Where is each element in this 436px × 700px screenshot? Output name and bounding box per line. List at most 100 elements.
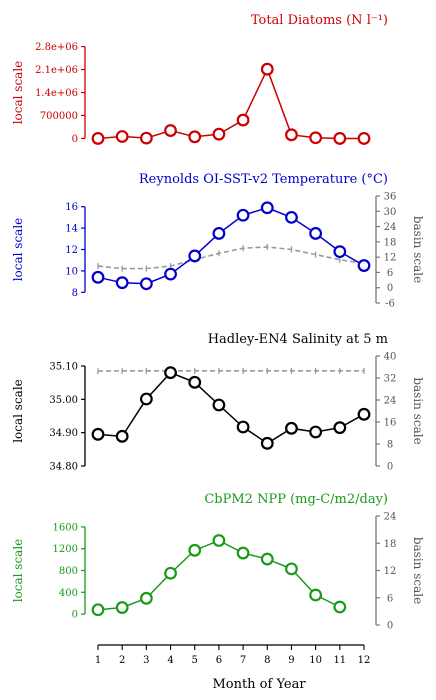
data-point: [115, 601, 129, 614]
data-point: [236, 208, 250, 222]
y-tick-label: 700000: [40, 111, 78, 122]
chart-panel-2: Reynolds OI-SST-v2 Temperature (°C) 8 10 12…: [11, 172, 425, 310]
y-tick-label: 1200: [53, 544, 78, 555]
y-tick-label: 2.1e+06: [35, 65, 78, 76]
y-tick-label-right: 18: [384, 237, 397, 248]
y-tick-label-right: 40: [384, 352, 397, 363]
data-point: [139, 131, 153, 145]
data-point: [212, 398, 226, 412]
data-point: [309, 588, 323, 602]
local-series-line: [97, 539, 341, 611]
y-axis-label-left: local scale: [11, 539, 25, 603]
y-tick-label: 14: [65, 224, 78, 235]
data-point: [212, 534, 226, 547]
y-tick-label: 1600: [53, 522, 78, 533]
y-tick-label: 12: [65, 245, 78, 256]
x-tick-label: 12: [358, 655, 371, 666]
x-tick-label: 7: [240, 655, 246, 666]
data-point: [260, 201, 274, 215]
data-point: [91, 427, 105, 441]
chart-panel-1: Total Diatoms (N l⁻¹) 0 700000 1.4e+06 2.1e+…: [11, 13, 388, 145]
data-point: [188, 543, 202, 557]
chart-title: Total Diatoms (N l⁻¹): [251, 13, 388, 28]
data-point: [357, 132, 371, 145]
y-tick-label: 35.00: [49, 395, 78, 406]
data-point: [285, 421, 298, 435]
y-axis-label-left: local scale: [11, 218, 25, 282]
data-point: [236, 546, 250, 560]
data-point: [357, 259, 371, 272]
data-point: [188, 375, 202, 389]
data-point: [91, 132, 105, 145]
basin-series-line: [97, 246, 365, 270]
x-tick-label: 1: [95, 655, 101, 666]
data-point: [115, 429, 129, 443]
y-axis-label-left: local scale: [11, 379, 25, 443]
data-point: [164, 566, 177, 580]
data-point: [309, 227, 323, 240]
y-tick-label: 16: [65, 202, 78, 213]
y-tick-label-right: 32: [384, 374, 397, 385]
local-series-line: [97, 206, 365, 285]
y-tick-label: 1.4e+06: [35, 88, 78, 99]
y-tick-label-right: 18: [384, 539, 397, 550]
y-tick-label-right: 24: [384, 396, 397, 407]
data-point: [309, 425, 323, 439]
y-tick-label: 2.8e+06: [35, 42, 78, 53]
y-tick-label-right: 0: [387, 462, 393, 473]
x-tick-label: 6: [216, 655, 222, 666]
y-tick-label-right: 30: [384, 207, 397, 218]
data-point: [164, 124, 177, 137]
x-tick-label: 9: [288, 655, 294, 666]
data-point: [260, 552, 274, 566]
y-tick-label: 34.90: [49, 428, 78, 439]
data-point: [260, 62, 274, 76]
data-point: [333, 245, 347, 259]
data-point: [212, 127, 226, 141]
x-tick-label: 4: [167, 655, 173, 666]
local-series-line: [97, 371, 365, 445]
chart-panel-3: Hadley-EN4 Salinity at 5 m 34.80 34.90 35.0…: [11, 332, 425, 473]
x-axis-label: Month of Year: [212, 677, 306, 692]
data-point: [236, 420, 250, 434]
data-point: [115, 276, 129, 290]
x-tick-label: 3: [143, 655, 149, 666]
data-point: [188, 130, 202, 144]
data-point: [188, 249, 202, 263]
y-tick-label: 400: [59, 588, 78, 599]
y-tick-label-right: -6: [385, 299, 395, 310]
x-tick-label: 11: [333, 655, 346, 666]
y-tick-label-right: 24: [384, 222, 397, 233]
x-tick-label: 5: [192, 655, 198, 666]
y-tick-label: 34.80: [49, 462, 78, 473]
x-tick-label: 8: [264, 655, 270, 666]
y-tick-label-right: 6: [387, 268, 393, 279]
y-tick-label: 800: [59, 566, 78, 577]
y-tick-label-right: 24: [384, 512, 397, 523]
data-point: [285, 562, 298, 576]
data-point: [285, 210, 298, 224]
y-axis-label-left: local scale: [11, 61, 25, 125]
x-tick-label: 10: [309, 655, 322, 666]
y-tick-label: 0: [72, 134, 78, 145]
y-axis-label-right: basin scale: [411, 537, 425, 604]
data-point: [91, 603, 105, 617]
y-axis-label-right: basin scale: [411, 216, 425, 283]
y-tick-label-right: 6: [387, 593, 393, 604]
y-tick-label-right: 12: [384, 566, 397, 577]
local-series-line: [97, 67, 364, 140]
data-point: [139, 277, 153, 291]
y-tick-label: 8: [72, 288, 78, 299]
data-point: [357, 407, 371, 421]
y-tick-label-right: 0: [387, 283, 393, 294]
y-tick-label-right: 36: [384, 192, 397, 203]
data-point: [236, 113, 250, 127]
y-tick-label: 35.10: [49, 362, 78, 373]
y-tick-label: 0: [72, 610, 78, 621]
data-point: [333, 421, 347, 435]
chart-panel-4: CbPM2 NPP (mg-C/m2/day) 0 400 800 1200 1600 lo…: [11, 492, 425, 632]
data-point: [139, 392, 153, 406]
data-point: [91, 270, 105, 284]
data-point: [333, 132, 347, 145]
